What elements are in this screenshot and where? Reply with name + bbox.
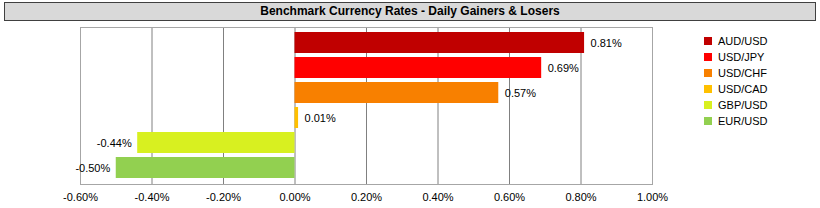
svg-text:-0.40%: -0.40%	[135, 191, 170, 203]
svg-text:0.69%: 0.69%	[548, 62, 579, 74]
svg-text:0.81%: 0.81%	[591, 37, 622, 49]
svg-text:0.00%: 0.00%	[279, 191, 310, 203]
svg-text:1.00%: 1.00%	[637, 191, 668, 203]
svg-text:0.40%: 0.40%	[422, 191, 453, 203]
svg-text:-0.60%: -0.60%	[63, 191, 98, 203]
svg-text:-0.44%: -0.44%	[97, 137, 132, 149]
svg-text:0.20%: 0.20%	[351, 191, 382, 203]
html-text:AUD/USD: AUD/USD	[718, 35, 768, 47]
svg-text:-0.20%: -0.20%	[206, 191, 241, 203]
html-text:EUR/USD: EUR/USD	[718, 115, 768, 127]
html-text:GBP/USD: GBP/USD	[718, 99, 768, 111]
html-text:USD/JPY: USD/JPY	[718, 51, 765, 63]
svg-text:0.80%: 0.80%	[565, 191, 596, 203]
svg-text:0.01%: 0.01%	[305, 112, 336, 124]
html-text:Benchmark Currency Rates - Dai: Benchmark Currency Rates - Daily Gainers…	[260, 4, 560, 18]
html-text:USD/CHF: USD/CHF	[718, 67, 767, 79]
svg-text:-0.50%: -0.50%	[75, 162, 110, 174]
svg-text:0.57%: 0.57%	[505, 87, 536, 99]
svg-text:0.60%: 0.60%	[494, 191, 525, 203]
html-text:USD/CAD: USD/CAD	[718, 83, 768, 95]
